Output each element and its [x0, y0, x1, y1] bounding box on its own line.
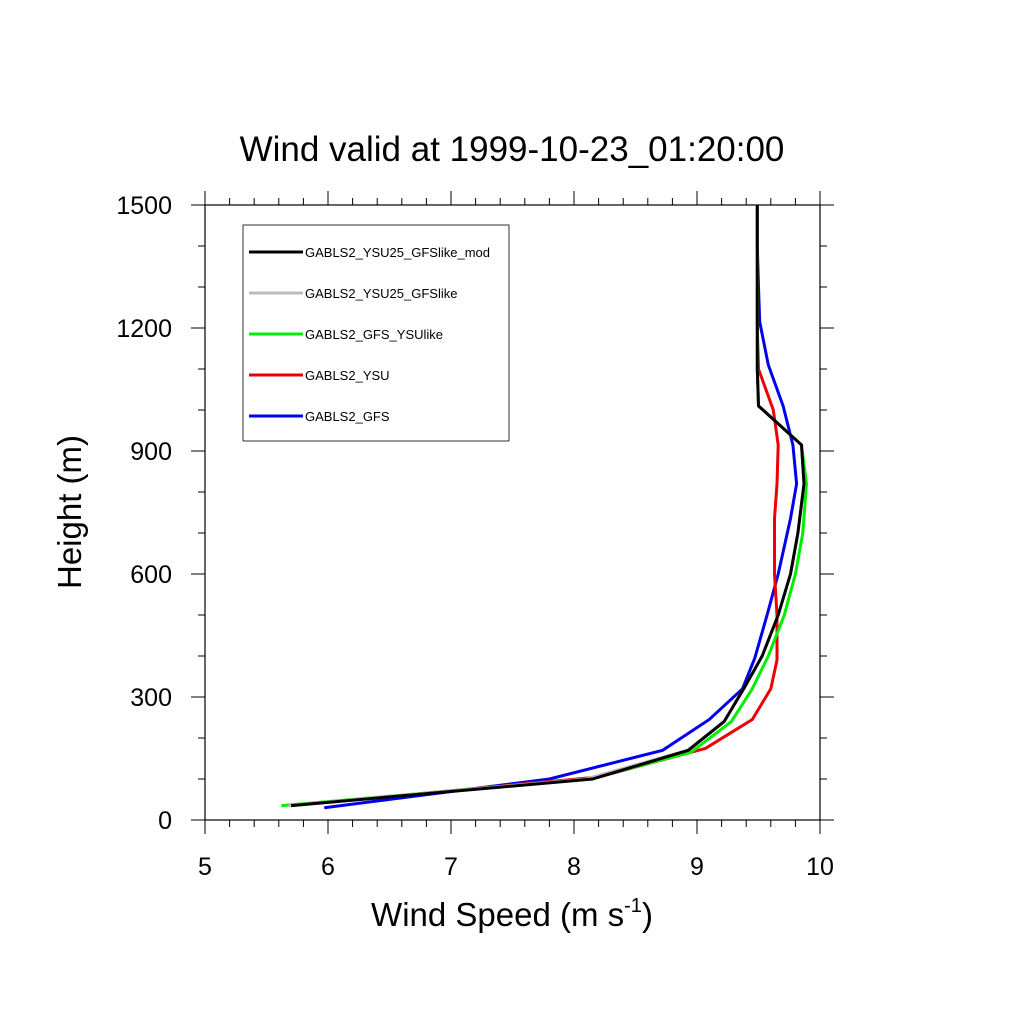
- x-axis-title: Wind Speed (m s-1): [371, 895, 653, 933]
- y-tick-label: 300: [130, 684, 172, 712]
- series-line-GABLS2_GFS: [324, 205, 799, 810]
- x-tick-label: 9: [690, 853, 704, 881]
- y-tick-label: 1500: [116, 192, 172, 220]
- y-tick-label: 0: [158, 807, 172, 835]
- legend-label: GABLS2_YSU25_GFSlike_mod: [305, 245, 490, 260]
- x-tick-label: 8: [567, 853, 581, 881]
- series-lines: [281, 205, 809, 810]
- legend-label: GABLS2_GFS: [305, 409, 390, 424]
- plot-frame: [204, 204, 821, 821]
- legend-label: GABLS2_YSU25_GFSlike: [305, 286, 457, 301]
- major-ticks: [191, 191, 834, 834]
- legend-label: GABLS2_GFS_YSUlike: [305, 327, 443, 342]
- legend-entries: GABLS2_YSU25_GFSlike_mod GABLS2_YSU25_GFS…: [249, 245, 490, 424]
- x-tick-label: 6: [321, 853, 335, 881]
- y-tick-label: 600: [130, 561, 172, 589]
- legend-label: GABLS2_YSU: [305, 368, 390, 383]
- x-tick-label: 5: [198, 853, 212, 881]
- minor-ticks: [198, 198, 827, 827]
- x-tick-labels: 5 6 7 8 9 10: [198, 853, 834, 881]
- y-tick-labels: 0 300 600 900 1200 1500: [116, 192, 172, 835]
- y-tick-label: 900: [130, 438, 172, 466]
- chart-title: Wind valid at 1999-10-23_01:20:00: [240, 130, 785, 169]
- y-tick-label: 1200: [116, 315, 172, 343]
- series-line-GABLS2_YSU25_GFSlike_mod: [290, 205, 806, 808]
- x-tick-label: 10: [806, 853, 834, 881]
- y-axis-title: Height (m): [51, 435, 88, 589]
- x-tick-label: 7: [444, 853, 458, 881]
